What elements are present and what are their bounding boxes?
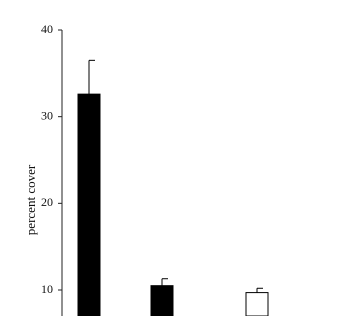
y-tick-label: 40 (41, 22, 53, 36)
y-tick-label: 20 (41, 195, 53, 209)
y-tick-label: 30 (41, 108, 53, 122)
y-axis-label: percent cover (23, 164, 38, 235)
bar (77, 93, 101, 316)
bar (150, 285, 174, 316)
y-tick-label: 10 (41, 282, 53, 296)
bar (245, 292, 269, 316)
